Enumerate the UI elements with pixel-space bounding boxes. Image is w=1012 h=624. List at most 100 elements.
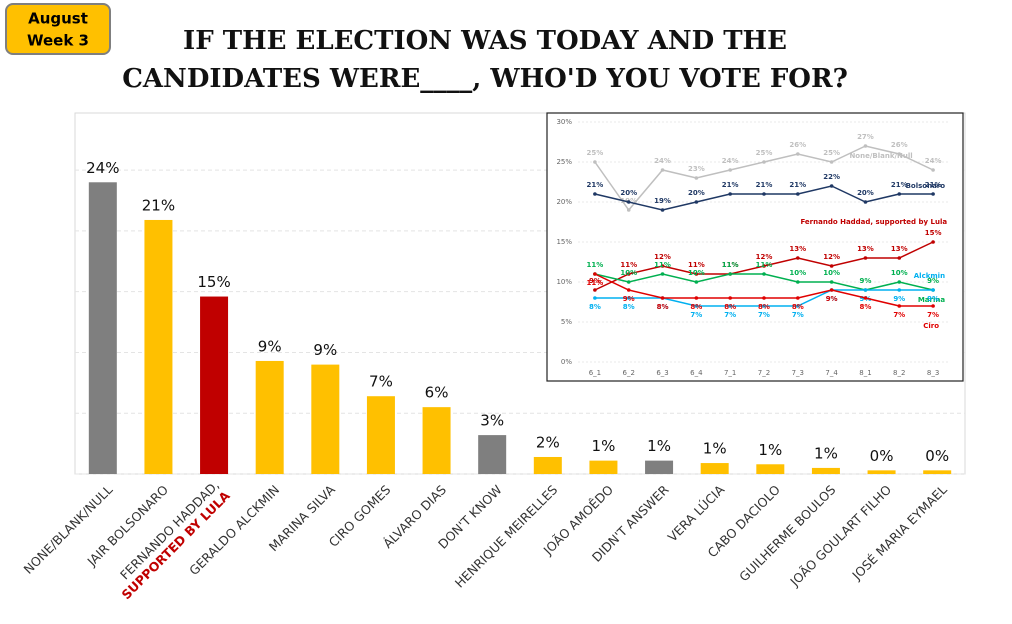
bar <box>200 296 229 474</box>
data-label: 27% <box>857 133 874 141</box>
point <box>660 208 665 212</box>
data-label: 24% <box>86 159 119 177</box>
data-label: 8% <box>657 303 669 311</box>
point <box>728 192 732 196</box>
point <box>660 168 665 172</box>
point <box>660 264 665 268</box>
data-label: 3% <box>480 412 504 430</box>
point <box>593 192 597 196</box>
data-label: 13% <box>891 245 908 253</box>
data-label: 8% <box>758 303 770 311</box>
x-tick-label: HENRIQUE MEIRELLES <box>452 482 561 591</box>
data-label: 7% <box>792 311 804 319</box>
data-label: 2% <box>536 433 560 451</box>
data-label: 8% <box>792 303 804 311</box>
data-label: 25% <box>587 149 604 157</box>
point <box>660 296 665 300</box>
data-label: 12% <box>756 253 773 261</box>
data-label: 9% <box>258 337 282 355</box>
point <box>931 192 935 196</box>
data-label: 8% <box>860 303 872 311</box>
series-name: Bolsonaro <box>906 182 946 190</box>
data-label: 11% <box>756 261 773 269</box>
point <box>728 304 732 308</box>
bar <box>645 460 674 474</box>
data-label: 9% <box>826 295 838 303</box>
point <box>694 296 699 300</box>
point <box>863 296 868 300</box>
point <box>762 264 766 268</box>
bar <box>867 470 896 474</box>
y-tick-label: 10% <box>556 278 572 286</box>
data-label: 9% <box>623 295 635 303</box>
point <box>626 200 631 204</box>
data-label: 12% <box>654 253 671 261</box>
bar <box>811 467 840 474</box>
data-label: 20% <box>688 189 705 197</box>
data-label: 21% <box>756 181 773 189</box>
data-label: 10% <box>789 269 806 277</box>
data-label: 19% <box>654 197 671 205</box>
data-label: 20% <box>857 189 874 197</box>
bar <box>478 435 507 474</box>
x-tick-label: 7_3 <box>792 369 804 377</box>
data-label: 0% <box>870 447 894 465</box>
point <box>829 160 834 164</box>
point <box>897 192 902 196</box>
data-label: 1% <box>758 441 782 459</box>
data-label: 13% <box>857 245 874 253</box>
x-tick-label: 8_2 <box>893 369 905 377</box>
data-label: 10% <box>688 269 705 277</box>
data-label: 6% <box>425 384 449 402</box>
x-tick-label: 7_2 <box>758 369 770 377</box>
point <box>694 304 699 308</box>
bar <box>255 360 284 474</box>
point <box>796 152 800 156</box>
data-label: 11% <box>620 261 637 269</box>
y-tick-label: 25% <box>556 158 572 166</box>
x-tick-label: 6_1 <box>589 369 601 377</box>
point <box>762 304 766 308</box>
point <box>863 256 868 260</box>
data-label: 15% <box>197 273 230 291</box>
data-label: 10% <box>891 269 908 277</box>
x-tick-label: NONE/BLANK/NULL <box>21 482 116 577</box>
data-label: 7% <box>927 311 939 319</box>
data-label: 1% <box>814 444 838 462</box>
data-label: 9% <box>860 277 872 285</box>
point <box>762 160 766 164</box>
point <box>626 288 631 292</box>
data-label: 8% <box>657 303 669 311</box>
point <box>897 256 902 260</box>
data-label: 22% <box>823 173 840 181</box>
data-label: 11% <box>587 261 604 269</box>
data-label: 7% <box>893 311 905 319</box>
data-label: 25% <box>756 149 773 157</box>
data-label: 21% <box>789 181 806 189</box>
data-label: 21% <box>142 196 175 214</box>
data-label: 7% <box>724 311 736 319</box>
point <box>626 272 631 276</box>
bar <box>700 463 729 474</box>
x-tick-label: 8_1 <box>859 369 871 377</box>
data-label: 0% <box>925 447 949 465</box>
bar <box>366 396 395 474</box>
bar <box>311 364 340 474</box>
point <box>796 280 800 284</box>
data-label: 21% <box>891 181 908 189</box>
point <box>796 304 800 308</box>
point <box>931 240 935 244</box>
data-label: 10% <box>823 269 840 277</box>
y-tick-label: 5% <box>561 318 572 326</box>
x-tick-label: GUILHERME BOULOS <box>736 482 838 584</box>
data-label: 1% <box>703 440 727 458</box>
point <box>897 152 902 156</box>
data-label: 9% <box>927 277 939 285</box>
data-label: 11% <box>654 261 671 269</box>
point <box>593 272 597 276</box>
badge-text: Week 3 <box>27 32 89 50</box>
data-label: 24% <box>925 157 942 165</box>
data-label: 11% <box>587 279 604 287</box>
data-label: 7% <box>758 311 770 319</box>
chart-title: CANDIDATES WERE____, WHO'D YOU VOTE FOR? <box>122 64 848 94</box>
